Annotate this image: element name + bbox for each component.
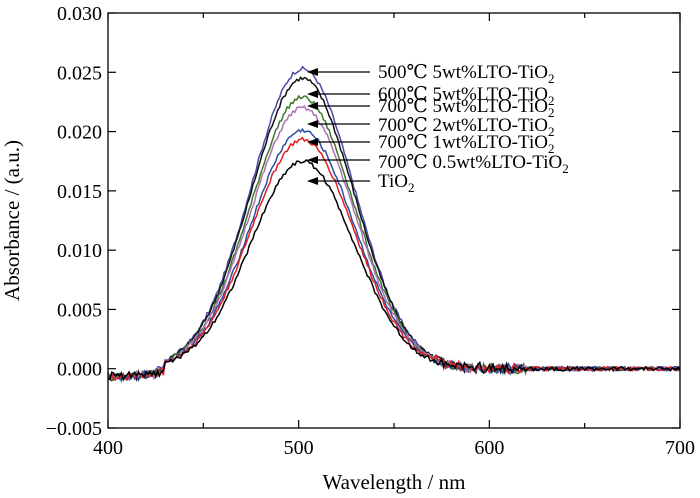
y-tick-label: 0.030 <box>57 3 102 25</box>
x-tick-label: 700 <box>665 437 695 459</box>
y-tick-label: 0.025 <box>57 62 102 84</box>
y-tick-label: 0.005 <box>57 299 102 321</box>
x-tick-label: 600 <box>474 437 504 459</box>
legend-arrow-head <box>307 177 318 185</box>
y-tick-label: 0.010 <box>57 240 102 262</box>
y-tick-label: 0.000 <box>57 359 102 381</box>
y-tick-label: 0.020 <box>57 122 102 144</box>
ticks-layer: 400 500 600 700 −0.005 0.000 0.005 0.010 0.015 0.… <box>46 3 695 459</box>
y-axis-label: Absorbance / (a.u.) <box>0 140 24 301</box>
legend-label: TiO2 <box>378 171 414 195</box>
x-axis-label: Wavelength / nm <box>323 470 466 494</box>
series-line <box>108 160 680 380</box>
legend-arrow-head <box>307 120 318 128</box>
y-tick-label: 0.015 <box>57 181 102 203</box>
x-tick-label: 500 <box>284 437 314 459</box>
absorbance-chart: 400 500 600 700 −0.005 0.000 0.005 0.010 0.015 0.… <box>0 0 700 498</box>
x-tick-label: 400 <box>93 437 123 459</box>
legend-arrow-head <box>307 90 318 98</box>
legend-layer: 500℃ 5wt%LTO-TiO2600℃ 5wt%LTO-TiO2700℃ 5… <box>307 62 569 195</box>
legend-label: 500℃ 5wt%LTO-TiO2 <box>378 62 554 86</box>
y-tick-label: −0.005 <box>46 418 102 440</box>
